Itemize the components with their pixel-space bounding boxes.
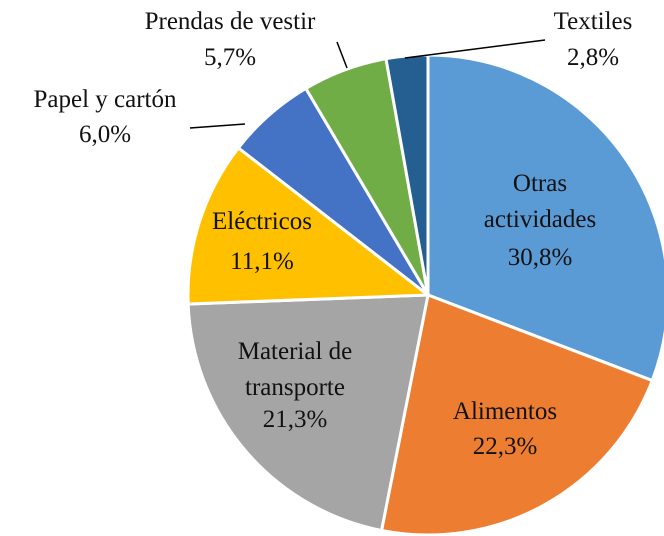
value-label: 2,8%: [566, 44, 620, 71]
slice-label: Alimentos: [452, 398, 558, 425]
value-label: 5,7%: [203, 44, 257, 71]
slice-label: Eléctricos: [212, 208, 312, 235]
leader-line: [189, 123, 246, 129]
slice-label: Papel y cartón: [33, 86, 177, 113]
leader-line: [404, 39, 546, 59]
pie-slice: [186, 293, 430, 533]
pie-slice: [426, 53, 664, 383]
pie-slice: [186, 145, 433, 306]
value-label: 21,3%: [262, 406, 328, 433]
slice-label: Prendas de vestir: [144, 8, 316, 35]
value-label: 11,1%: [230, 248, 294, 275]
pie-slice: [379, 292, 655, 536]
value-label: 22,3%: [472, 433, 538, 460]
value-label: 30,8%: [507, 244, 573, 271]
slice-label: Material de transporte: [237, 338, 353, 401]
value-label: 6,0%: [78, 121, 132, 148]
slice-label: Otras actividades: [483, 170, 597, 233]
slice-label: Textiles: [553, 8, 633, 35]
leader-line: [336, 41, 348, 69]
